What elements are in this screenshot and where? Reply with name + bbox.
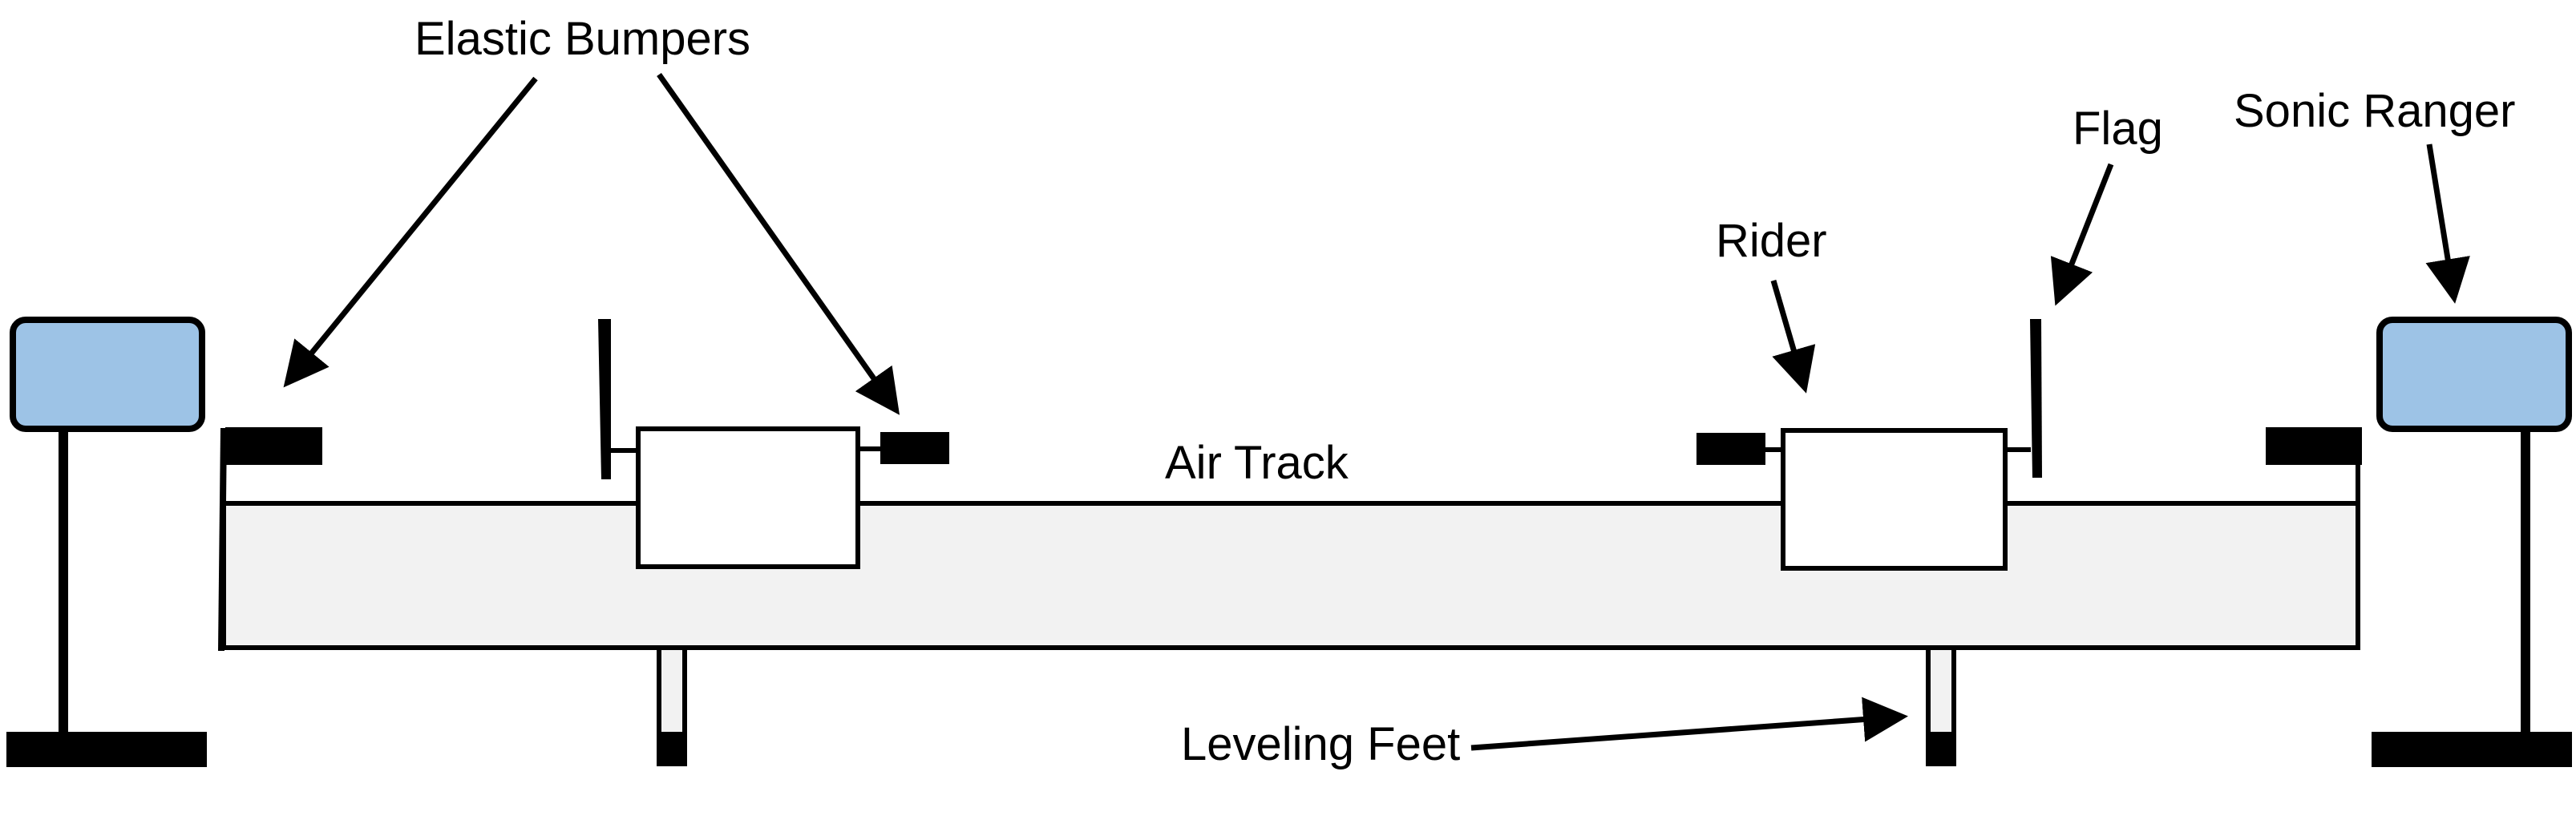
- sonic-ranger-right-base: [2372, 732, 2572, 767]
- arrow-icon: [1770, 280, 1816, 394]
- label-air-track: Air Track: [1165, 437, 1349, 489]
- rider-left-bumper-mount: [858, 446, 880, 451]
- rider-left-bumper: [880, 432, 949, 464]
- arrow-icon: [2050, 163, 2114, 306]
- leveling-foot-left-pad: [659, 732, 685, 765]
- air-track-left-edge: [218, 427, 227, 652]
- rider-left: [598, 319, 949, 569]
- label-flag: Flag: [2073, 103, 2163, 155]
- leveling-foot-right-pad: [1928, 732, 1954, 765]
- arrow-icon: [283, 76, 538, 388]
- label-elastic-bumpers: Elastic Bumpers: [415, 13, 750, 65]
- label-rider: Rider: [1716, 215, 1827, 267]
- rider-right-bumper-mount: [1765, 447, 1783, 452]
- arrow-icon: [657, 72, 900, 415]
- rider-left-flag-mount: [611, 448, 638, 453]
- label-leveling-feet: Leveling Feet: [1181, 718, 1460, 770]
- sonic-ranger-left: [6, 317, 207, 767]
- rider-left-flag: [598, 319, 611, 479]
- rider-left-body: [636, 426, 860, 569]
- sonic-ranger-left-base: [6, 732, 207, 767]
- rider-right-body: [1781, 428, 2008, 571]
- rider-right-flag: [2030, 319, 2042, 478]
- rider-right-flag-mount: [2005, 447, 2031, 452]
- label-sonic-ranger: Sonic Ranger: [2234, 85, 2515, 137]
- rider-right: [1696, 319, 2042, 571]
- arrow-icon: [2425, 143, 2470, 304]
- rider-right-bumper: [1696, 433, 1765, 465]
- sonic-ranger-left-post: [59, 429, 68, 735]
- air-track: [221, 501, 2360, 650]
- pointer-arrows: [283, 72, 2470, 751]
- elastic-bumper-track-right: [2266, 427, 2362, 465]
- sonic-ranger-right-post: [2521, 429, 2530, 735]
- elastic-bumper-track-left: [225, 427, 322, 465]
- sonic-ranger-left-head: [10, 317, 205, 432]
- arrow-icon: [1470, 697, 1908, 751]
- sonic-ranger-right-head: [2376, 317, 2572, 432]
- sonic-ranger-right: [2372, 317, 2572, 767]
